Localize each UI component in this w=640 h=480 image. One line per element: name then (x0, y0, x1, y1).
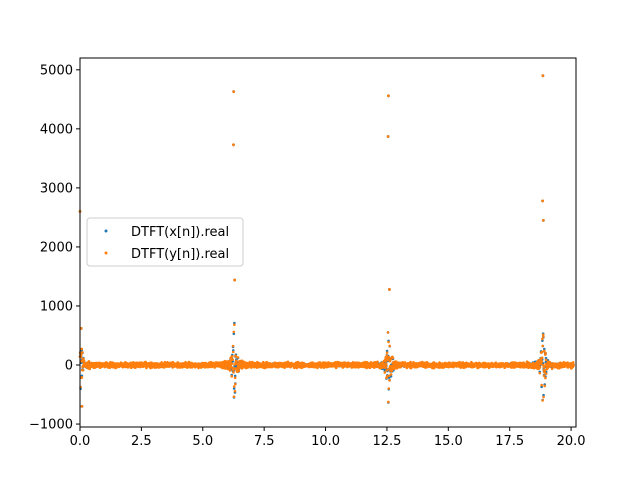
data-point (384, 360, 388, 363)
data-point (384, 365, 388, 369)
data-point (87, 359, 91, 363)
data-point (387, 340, 390, 344)
data-point (387, 400, 390, 404)
data-point (230, 366, 234, 369)
series-2 (78, 74, 575, 408)
data-point (233, 323, 236, 327)
data-point (81, 351, 84, 354)
data-point (235, 360, 238, 363)
data-point (230, 375, 234, 378)
data-point (373, 366, 376, 369)
data-point (80, 376, 84, 379)
data-point (385, 351, 389, 354)
data-point (383, 369, 387, 372)
data-point (542, 393, 545, 397)
data-point (409, 360, 412, 364)
data-point (81, 368, 85, 372)
data-point (231, 358, 234, 361)
data-point (283, 366, 287, 369)
data-point (82, 359, 86, 362)
data-point (237, 369, 241, 373)
data-point (391, 356, 395, 360)
data-point (232, 385, 236, 388)
data-point (385, 362, 388, 366)
data-point (232, 371, 235, 374)
data-point (326, 365, 330, 369)
data-point (389, 373, 393, 376)
data-point (388, 344, 392, 348)
data-point (387, 387, 391, 390)
data-point (234, 355, 238, 358)
data-point (241, 359, 244, 363)
data-point (368, 366, 372, 369)
data-point (386, 358, 390, 362)
data-point (389, 358, 392, 361)
data-point (233, 374, 237, 378)
data-point (376, 360, 379, 364)
data-point (236, 356, 240, 359)
plot-area (78, 74, 575, 408)
data-point (387, 374, 391, 377)
data-point (232, 330, 236, 334)
data-point (80, 347, 84, 351)
data-point (386, 331, 390, 334)
data-point (386, 368, 389, 372)
data-point (232, 395, 236, 398)
data-point (388, 379, 391, 382)
data-point (387, 376, 391, 379)
data-point (385, 354, 389, 357)
data-point (233, 389, 237, 393)
data-point (383, 371, 387, 374)
data-point (231, 355, 234, 358)
data-point (232, 332, 236, 336)
data-point (543, 347, 546, 351)
data-point (228, 369, 232, 372)
data-point (231, 350, 235, 354)
data-point (234, 382, 237, 386)
data-point (231, 344, 235, 348)
data-point (230, 362, 234, 365)
data-point (393, 367, 396, 370)
data-point (233, 376, 237, 380)
data-point (232, 387, 236, 390)
